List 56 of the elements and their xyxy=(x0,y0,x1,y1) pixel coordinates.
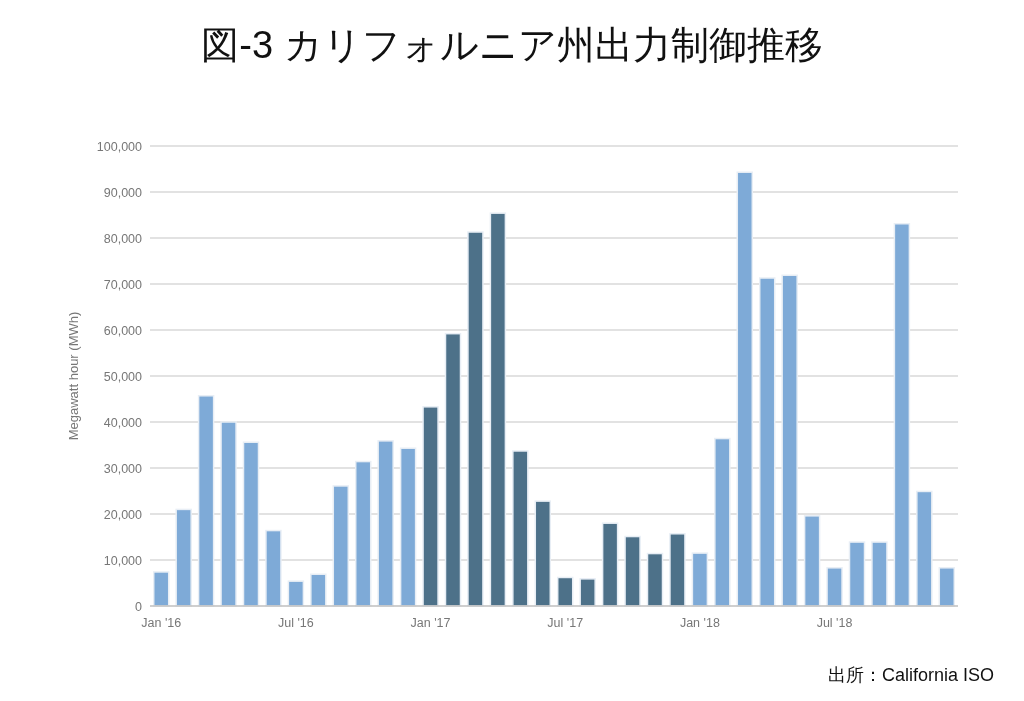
bar xyxy=(467,231,484,607)
bar xyxy=(871,541,888,607)
bar xyxy=(624,535,641,607)
bar xyxy=(242,441,260,607)
bar xyxy=(399,447,417,607)
y-tick-label: 60,000 xyxy=(103,323,143,338)
y-tick-label: 90,000 xyxy=(103,185,143,200)
bar xyxy=(758,277,776,607)
bar xyxy=(736,171,754,607)
bar xyxy=(310,573,327,607)
x-tick-label: Jan '17 xyxy=(410,616,451,630)
y-tick-label: 30,000 xyxy=(103,461,143,476)
y-tick-label: 70,000 xyxy=(103,277,143,292)
x-tick-label: Jul '17 xyxy=(547,616,584,630)
x-tick-label: Jul '18 xyxy=(816,616,853,630)
bar xyxy=(601,522,619,607)
bar xyxy=(579,578,596,607)
y-axis-title: Megawatt hour (MWh) xyxy=(66,311,81,441)
y-tick-label: 10,000 xyxy=(103,553,143,568)
x-tick-label: Jul '16 xyxy=(278,616,314,630)
bar xyxy=(197,395,215,607)
bar xyxy=(489,212,507,607)
y-tick-label: 20,000 xyxy=(103,507,143,522)
bar xyxy=(175,508,192,607)
bar xyxy=(265,529,282,607)
bar xyxy=(287,580,305,607)
y-tick-label: 40,000 xyxy=(103,415,143,430)
bar xyxy=(714,437,731,607)
y-tick-label: 100,000 xyxy=(96,139,143,154)
bar xyxy=(826,567,843,607)
bar xyxy=(422,406,439,607)
y-tick-label: 50,000 xyxy=(103,369,143,384)
bar xyxy=(377,440,394,607)
bar xyxy=(691,552,709,607)
bar xyxy=(534,500,552,607)
bar xyxy=(893,222,911,607)
bar xyxy=(803,515,821,607)
bar xyxy=(332,485,350,607)
bar xyxy=(220,421,237,607)
bar xyxy=(556,576,574,607)
bar xyxy=(152,571,170,607)
bar xyxy=(916,490,933,607)
chart-title: 図-3 カリフォルニア州出力制御推移 xyxy=(201,24,823,66)
bar xyxy=(444,332,462,607)
text: 出所：California ISO xyxy=(827,665,994,685)
bar xyxy=(669,533,686,607)
bar xyxy=(781,274,798,607)
bar xyxy=(938,567,956,607)
y-tick-label: 80,000 xyxy=(103,231,143,246)
bar xyxy=(646,552,664,607)
bar xyxy=(848,541,866,607)
bar xyxy=(512,450,529,607)
x-tick-label: Jan '18 xyxy=(679,616,720,630)
y-tick-label: 0 xyxy=(135,599,143,614)
x-tick-label: Jan '16 xyxy=(141,616,182,630)
bar xyxy=(354,460,372,607)
